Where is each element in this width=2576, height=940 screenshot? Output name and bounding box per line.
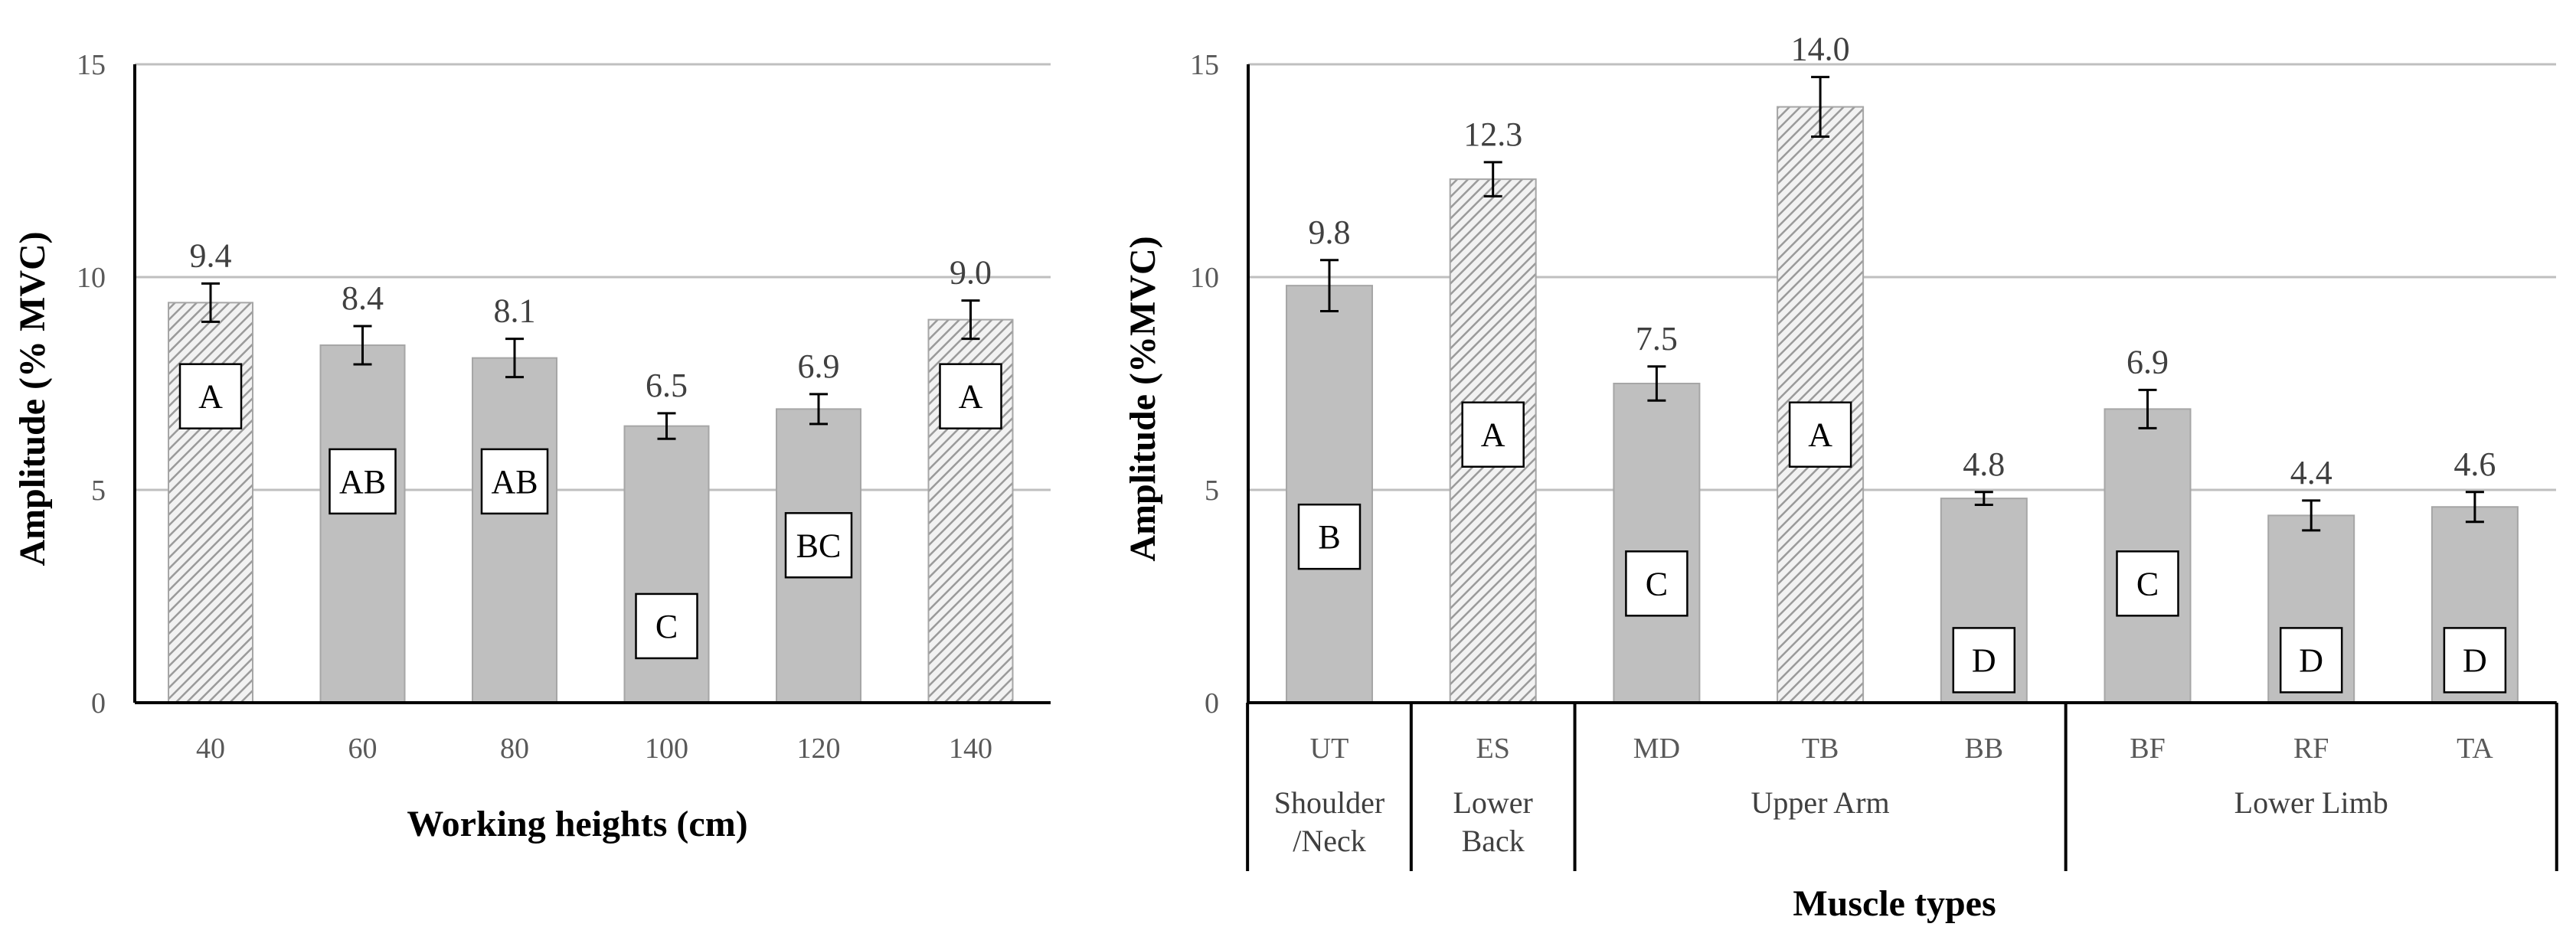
- data-label: 6.9: [2127, 343, 2169, 380]
- group-box: [1788, 401, 1852, 468]
- group-box: [784, 512, 853, 579]
- group-box: [939, 363, 1002, 429]
- y-tick-label: 0: [1205, 687, 1219, 720]
- y-tick-label: 15: [1190, 49, 1219, 81]
- x-tick-label: 120: [797, 733, 841, 765]
- group-box: [2279, 627, 2343, 694]
- x-tick-label: TA: [2457, 733, 2493, 765]
- group-letter: B: [1318, 518, 1340, 556]
- x-tick-label: BB: [1964, 733, 2003, 765]
- chart-working-heights: 0 5 10 15 9.4 A 40 8.4 AB 60 8.1 AB 80 6.5 C 100 6.9 BC 12…: [12, 49, 1051, 844]
- y-tick-label: 15: [77, 49, 106, 81]
- x-tick-label: MD: [1633, 733, 1680, 765]
- group-box: [2443, 627, 2507, 694]
- bar-MD: [1613, 383, 1701, 703]
- group-letter: C: [655, 608, 678, 645]
- category-group-label: Lower Limb: [2234, 785, 2388, 820]
- group-letter: AB: [339, 463, 386, 501]
- y-tick-label: 0: [91, 687, 106, 720]
- group-box: [2116, 550, 2179, 617]
- group-letter: D: [1972, 641, 1996, 679]
- group-letter: C: [2136, 565, 2159, 602]
- group-box: [1952, 627, 2016, 694]
- data-label: 4.4: [2290, 454, 2332, 491]
- bar-UT: [1286, 285, 1373, 703]
- bar-80: [472, 357, 557, 703]
- group-letter: A: [1808, 416, 1832, 454]
- x-tick-label: ES: [1476, 733, 1510, 765]
- data-label: 6.5: [646, 367, 688, 404]
- x-tick-label: 140: [949, 733, 992, 765]
- group-box: [480, 448, 549, 515]
- group-letter: C: [1646, 565, 1668, 602]
- chart-muscle-types: 0 5 10 15 9.8 B UT 12.3 A ES 7.5 C MD 14.0 A TB 4.8 D BB 6.…: [1123, 31, 2558, 924]
- group-letter: D: [2299, 641, 2323, 679]
- category-group-label: Upper Arm: [1751, 785, 1890, 820]
- data-label: 4.8: [1963, 446, 2005, 483]
- y-tick-label: 5: [1205, 475, 1219, 507]
- y-tick-label: 10: [77, 262, 106, 294]
- group-box: [1461, 401, 1525, 468]
- data-label: 8.4: [342, 279, 384, 317]
- category-group-label: Lower: [1453, 785, 1532, 820]
- bar-40: [168, 302, 253, 703]
- x-tick-label: UT: [1310, 733, 1349, 765]
- data-label: 9.4: [190, 237, 232, 274]
- y-tick-label: 10: [1190, 262, 1219, 294]
- bar-60: [319, 344, 406, 703]
- y-axis-title: Amplitude (%MVC): [1123, 236, 1163, 561]
- group-box: [329, 448, 397, 515]
- x-axis-title: Muscle types: [1793, 883, 1996, 924]
- x-axis-title: Working heights (cm): [407, 804, 747, 844]
- x-tick-label: TB: [1802, 733, 1839, 765]
- x-tick-label: 80: [500, 733, 529, 765]
- group-letter: BC: [796, 527, 842, 564]
- group-box: [1625, 550, 1688, 617]
- group-letter: A: [959, 378, 983, 416]
- group-box: [178, 363, 243, 429]
- data-label: 9.0: [950, 254, 992, 292]
- category-group-label: /Neck: [1293, 824, 1366, 858]
- x-tick-label: 40: [196, 733, 225, 765]
- bar-100: [623, 425, 710, 703]
- category-group-label: Shoulder: [1274, 785, 1384, 820]
- x-tick-label: BF: [2130, 733, 2165, 765]
- group-letter: A: [1481, 416, 1505, 454]
- data-label: 9.8: [1309, 214, 1351, 251]
- group-box: [1297, 503, 1362, 570]
- x-tick-label: RF: [2293, 733, 2329, 765]
- data-label: 4.6: [2453, 446, 2496, 483]
- x-tick-label: 100: [645, 733, 688, 765]
- group-letter: AB: [491, 463, 538, 501]
- y-tick-label: 5: [91, 475, 106, 507]
- data-label: 14.0: [1791, 31, 1850, 68]
- x-tick-label: 60: [348, 733, 378, 765]
- group-letter: A: [198, 378, 223, 416]
- data-label: 12.3: [1463, 116, 1522, 153]
- data-label: 8.1: [494, 292, 536, 330]
- group-letter: D: [2463, 641, 2487, 679]
- data-label: 6.9: [798, 348, 840, 385]
- y-axis-title: Amplitude (% MVC): [12, 231, 53, 566]
- group-box: [635, 592, 698, 660]
- category-group-label: Back: [1462, 824, 1525, 858]
- data-label: 7.5: [1636, 320, 1678, 357]
